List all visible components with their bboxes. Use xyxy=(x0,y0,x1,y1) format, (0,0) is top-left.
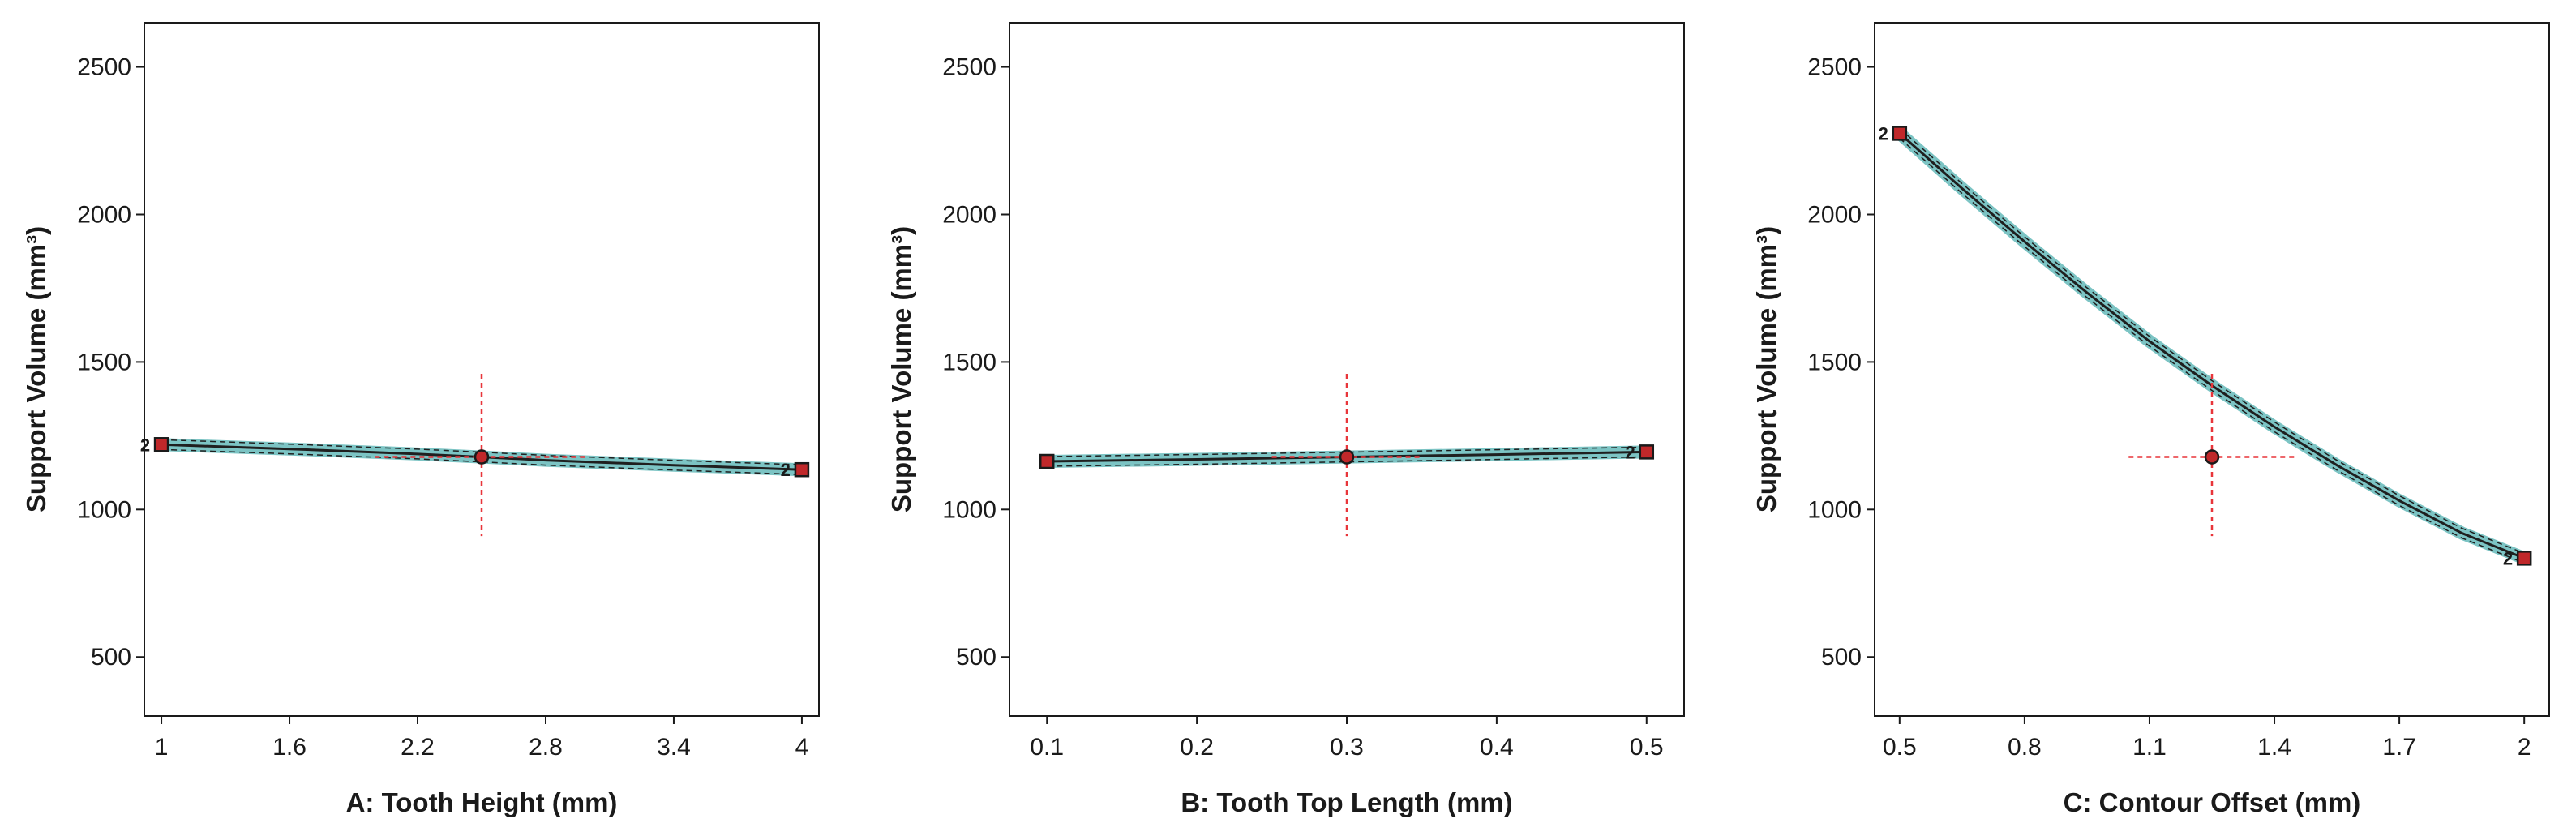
design-point-label: 2 xyxy=(140,435,150,455)
x-tick-label: 1.1 xyxy=(2132,734,2167,761)
lower-interval-line xyxy=(161,448,802,475)
y-tick-label: 500 xyxy=(91,644,131,671)
x-tick-label: 0.1 xyxy=(1030,734,1064,761)
x-tick-label: 2.2 xyxy=(401,734,435,761)
x-tick-label: 2.8 xyxy=(529,734,563,761)
x-axis-title: B: Tooth Top Length (mm) xyxy=(1181,787,1512,817)
y-tick-label: 1500 xyxy=(77,349,131,375)
chart-panel-1: 500 1000 1500 2000 2500 1 1.6 2.2 2.8 3.4 4 A: Toot… xyxy=(21,22,820,817)
design-point-label: 2 xyxy=(1626,442,1635,462)
x-tick-label: 0.2 xyxy=(1180,734,1214,761)
center-point xyxy=(2204,449,2220,465)
x-tick-label: 4 xyxy=(795,734,809,761)
y-axis-title: Support Volume (mm³) xyxy=(886,226,916,512)
plot-frame xyxy=(1009,22,1685,717)
plot-frame xyxy=(144,22,820,717)
upper-interval-line xyxy=(1899,127,2525,555)
plot-frame xyxy=(1874,22,2550,717)
x-tick-label: 1.4 xyxy=(2257,734,2291,761)
design-point xyxy=(2516,551,2532,566)
lower-interval-line xyxy=(1047,456,1647,467)
y-tick-label: 2500 xyxy=(942,54,997,81)
x-tick-label: 0.8 xyxy=(2008,734,2042,761)
y-tick-label: 500 xyxy=(1821,644,1862,671)
y-tick-label: 2000 xyxy=(942,201,997,228)
chart-panel-2: 500 1000 1500 2000 2500 0.1 0.2 0.3 0.4 0.5 B: Too… xyxy=(886,22,1685,817)
design-point-label: 2 xyxy=(1879,123,1888,144)
design-point xyxy=(1039,453,1055,469)
x-tick-label: 0.5 xyxy=(1883,734,1917,761)
upper-interval-line xyxy=(161,439,802,465)
chart-panel-3: 500 1000 1500 2000 2500 0.5 0.8 1.1 1.4 1.7 2 C: Co… xyxy=(1751,22,2550,817)
y-tick-label: 2500 xyxy=(1807,54,1862,81)
y-tick-label: 500 xyxy=(956,644,997,671)
x-tick-label: 3.4 xyxy=(657,734,691,761)
design-point-label: 2 xyxy=(2503,548,2513,568)
x-tick-label: 0.4 xyxy=(1480,734,1514,761)
upper-interval-line xyxy=(1047,446,1647,457)
x-axis-title: C: Contour Offset (mm) xyxy=(2064,787,2361,817)
y-axis-title: Support Volume (mm³) xyxy=(1751,226,1781,512)
x-tick-label: 1.6 xyxy=(272,734,306,761)
y-tick-label: 1000 xyxy=(77,496,131,523)
design-point xyxy=(1639,444,1655,460)
lower-interval-line xyxy=(1899,137,2525,564)
design-point-label: 2 xyxy=(781,460,791,480)
x-tick-label: 1 xyxy=(155,734,169,761)
x-tick-label: 0.3 xyxy=(1330,734,1364,761)
y-tick-label: 2000 xyxy=(77,201,131,228)
design-point xyxy=(794,461,810,478)
x-axis-title: A: Tooth Height (mm) xyxy=(346,787,618,817)
y-tick-label: 1000 xyxy=(942,496,997,523)
design-point xyxy=(153,437,169,452)
y-tick-label: 1500 xyxy=(942,349,997,375)
design-point xyxy=(1892,126,1908,141)
y-tick-label: 1500 xyxy=(1807,349,1862,375)
y-tick-label: 2000 xyxy=(1807,201,1862,228)
y-axis-title: Support Volume (mm³) xyxy=(21,226,51,512)
y-tick-label: 2500 xyxy=(77,54,131,81)
y-tick-label: 1000 xyxy=(1807,496,1862,523)
center-point xyxy=(474,449,490,465)
x-tick-label: 2 xyxy=(2518,734,2531,761)
center-point xyxy=(1339,449,1355,465)
x-tick-label: 1.7 xyxy=(2382,734,2416,761)
x-tick-label: 0.5 xyxy=(1630,734,1664,761)
